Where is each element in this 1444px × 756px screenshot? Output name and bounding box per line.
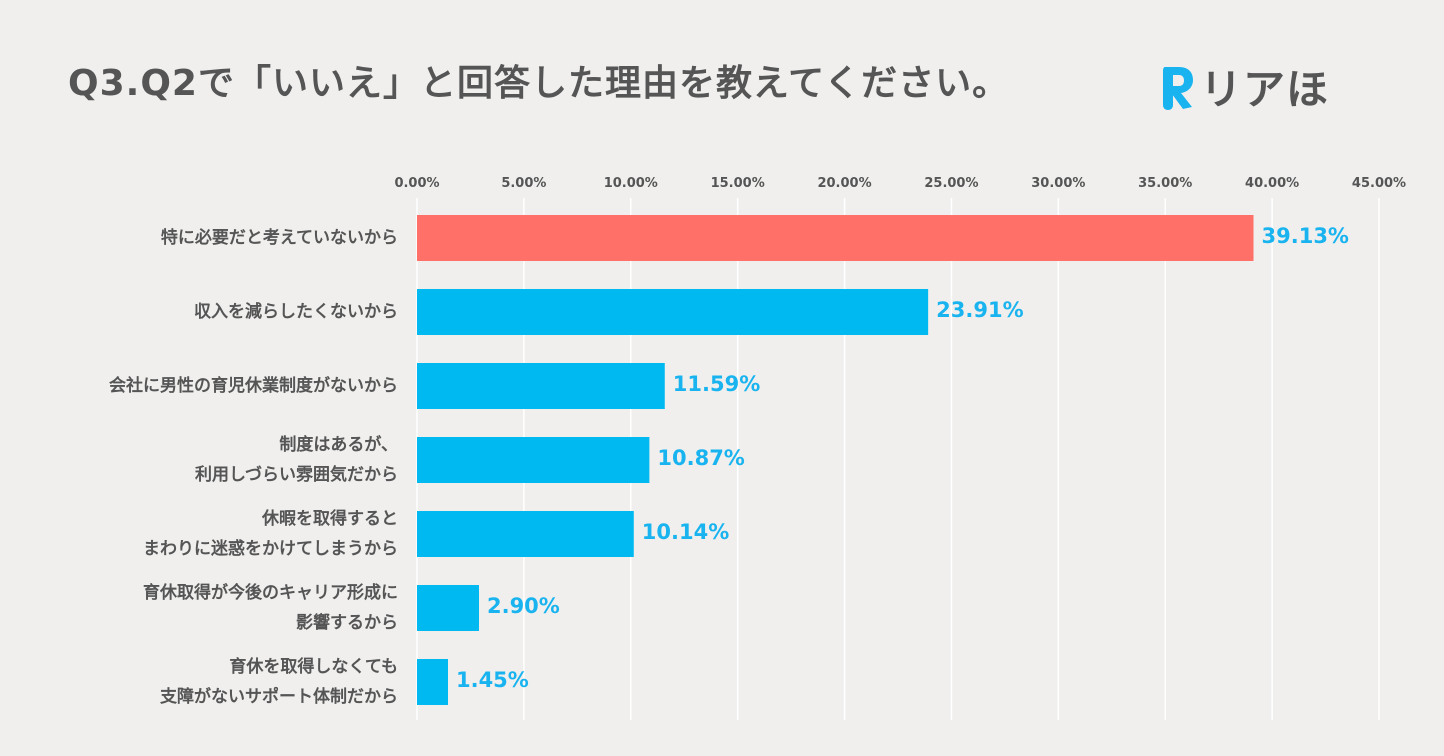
category-label-line: 特に必要だと考えていないから: [160, 228, 398, 248]
x-tick-label: 25.00%: [924, 176, 979, 191]
x-tick-label: 15.00%: [710, 176, 765, 191]
x-tick-label: 30.00%: [1031, 176, 1086, 191]
category-label-line: 影響するから: [296, 613, 398, 633]
category-label: 会社に男性の育児休業制度がないから: [8, 371, 398, 401]
bar: [417, 363, 665, 409]
bar: [417, 659, 448, 705]
x-tick-label: 10.00%: [603, 176, 658, 191]
category-label-line: 支障がないサポート体制だから: [160, 687, 398, 707]
bar-value-label: 11.59%: [672, 372, 761, 396]
x-tick-label: 35.00%: [1138, 176, 1193, 191]
bar-value-label: 10.87%: [657, 446, 745, 470]
x-tick-label: 5.00%: [501, 176, 547, 191]
bar: [417, 511, 634, 557]
bar-value-label: 39.13%: [1261, 224, 1349, 248]
x-tick-label: 20.00%: [817, 176, 872, 191]
bar: [417, 215, 1254, 261]
brand-logo: リアほ: [1158, 56, 1329, 117]
category-label-line: 休暇を取得すると: [262, 509, 398, 529]
category-label-line: 会社に男性の育児休業制度がないから: [109, 376, 398, 396]
category-label: 制度はあるが、利用しづらい雰囲気だから: [8, 430, 398, 490]
category-label: 特に必要だと考えていないから: [8, 223, 398, 253]
x-tick-label: 45.00%: [1351, 176, 1407, 191]
bar-value-label: 10.14%: [641, 520, 730, 544]
category-label: 育休取得が今後のキャリア形成に影響するから: [8, 578, 398, 638]
category-label-line: 育休取得が今後のキャリア形成に: [143, 583, 398, 603]
bar: [417, 289, 929, 335]
category-label-line: 利用しづらい雰囲気だから: [195, 465, 398, 485]
bar-value-label: 1.45%: [455, 668, 529, 692]
logo-text: リアほ: [1200, 65, 1330, 114]
category-label: 育休を取得しなくても支障がないサポート体制だから: [8, 652, 398, 712]
x-tick-label: 0.00%: [394, 176, 440, 191]
category-label-line: 育休を取得しなくても: [229, 657, 398, 677]
bar: [417, 437, 650, 483]
x-tick-label: 40.00%: [1245, 176, 1300, 191]
r-logo-icon: [1158, 62, 1198, 112]
category-label-line: 収入を減らしたくないから: [194, 302, 398, 322]
category-label: 収入を減らしたくないから: [8, 297, 398, 327]
bar-value-label: 23.91%: [936, 298, 1024, 322]
chart-title: Q3.Q2で「いいえ」と回答した理由を教えてください。: [68, 63, 1010, 104]
category-label-line: 制度はあるが、: [279, 435, 398, 455]
category-label: 休暇を取得するとまわりに迷惑をかけてしまうから: [8, 504, 398, 564]
bar-value-label: 2.90%: [486, 594, 560, 618]
bar: [417, 585, 479, 631]
category-label-line: まわりに迷惑をかけてしまうから: [143, 539, 398, 559]
